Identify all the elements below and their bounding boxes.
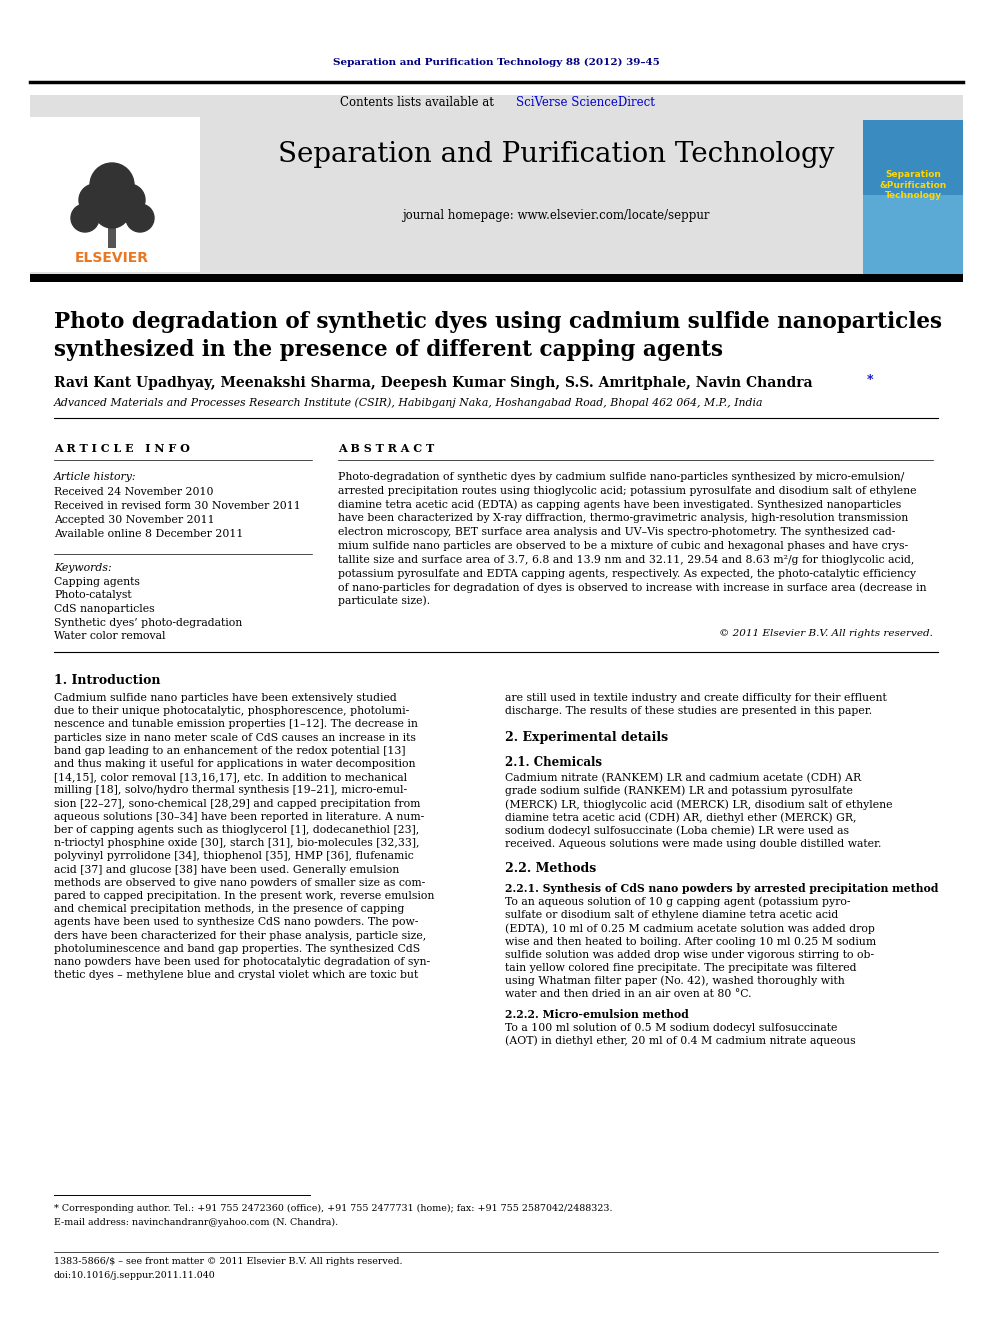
Text: discharge. The results of these studies are presented in this paper.: discharge. The results of these studies … [505,706,872,716]
Text: due to their unique photocatalytic, phosphorescence, photolumi-: due to their unique photocatalytic, phos… [54,706,410,716]
Text: milling [18], solvo/hydro thermal synthesis [19–21], micro-emul-: milling [18], solvo/hydro thermal synthe… [54,786,407,795]
Bar [108,220,116,247]
Text: methods are observed to give nano powders of smaller size as com-: methods are observed to give nano powder… [54,877,426,888]
Text: Cadmium nitrate (RANKEM) LR and cadmium acetate (CDH) AR: Cadmium nitrate (RANKEM) LR and cadmium … [505,773,861,783]
Text: 1. Introduction: 1. Introduction [54,673,161,687]
Bar [863,120,963,275]
Text: * Corresponding author. Tel.: +91 755 2472360 (office), +91 755 2477731 (home); : * Corresponding author. Tel.: +91 755 24… [54,1204,612,1213]
Text: Separation and Purification Technology: Separation and Purification Technology [278,142,834,168]
Text: Received 24 November 2010: Received 24 November 2010 [54,487,213,497]
Text: [14,15], color removal [13,16,17], etc. In addition to mechanical: [14,15], color removal [13,16,17], etc. … [54,773,407,782]
Circle shape [94,192,130,228]
Text: and chemical precipitation methods, in the presence of capping: and chemical precipitation methods, in t… [54,904,405,914]
Text: E-mail address: navinchandranr@yahoo.com (N. Chandra).: E-mail address: navinchandranr@yahoo.com… [54,1217,338,1226]
Text: water and then dried in an air oven at 80 °C.: water and then dried in an air oven at 8… [505,990,752,999]
Text: Photo-degradation of synthetic dyes by cadmium sulfide nano-particles synthesize: Photo-degradation of synthetic dyes by c… [338,472,905,482]
Circle shape [90,163,134,206]
Text: nano powders have been used for photocatalytic degradation of syn-: nano powders have been used for photocat… [54,957,431,967]
Text: Received in revised form 30 November 2011: Received in revised form 30 November 201… [54,501,301,511]
Circle shape [126,204,154,232]
Text: Water color removal: Water color removal [54,631,166,642]
Text: sodium dodecyl sulfosuccinate (Loba chemie) LR were used as: sodium dodecyl sulfosuccinate (Loba chem… [505,826,849,836]
Text: ders have been characterized for their phase analysis, particle size,: ders have been characterized for their p… [54,930,427,941]
Circle shape [113,184,145,216]
Text: particulate size).: particulate size). [338,595,431,606]
Text: doi:10.1016/j.seppur.2011.11.040: doi:10.1016/j.seppur.2011.11.040 [54,1271,215,1281]
Text: photoluminescence and band gap properties. The synthesized CdS: photoluminescence and band gap propertie… [54,943,421,954]
Text: sulfate or disodium salt of ethylene diamine tetra acetic acid: sulfate or disodium salt of ethylene dia… [505,910,838,921]
Text: particles size in nano meter scale of CdS causes an increase in its: particles size in nano meter scale of Cd… [54,733,416,742]
Text: n-trioctyl phosphine oxide [30], starch [31], bio-molecules [32,33],: n-trioctyl phosphine oxide [30], starch … [54,839,420,848]
Text: wise and then heated to boiling. After cooling 10 ml 0.25 M sodium: wise and then heated to boiling. After c… [505,937,876,946]
Text: Contents lists available at: Contents lists available at [340,95,498,108]
Text: electron microscopy, BET surface area analysis and UV–Vis spectro-photometry. Th: electron microscopy, BET surface area an… [338,527,896,537]
Text: Separation
&Purification
Technology: Separation &Purification Technology [879,171,946,200]
Text: pared to capped precipitation. In the present work, reverse emulsion: pared to capped precipitation. In the pr… [54,890,434,901]
Text: and thus making it useful for applications in water decomposition: and thus making it useful for applicatio… [54,759,416,769]
Text: Keywords:: Keywords: [54,564,112,573]
Text: Capping agents: Capping agents [54,577,140,587]
Text: diamine tetra acetic acid (CDH) AR, diethyl ether (MERCK) GR,: diamine tetra acetic acid (CDH) AR, diet… [505,812,856,823]
Text: To an aqueous solution of 10 g capping agent (potassium pyro-: To an aqueous solution of 10 g capping a… [505,897,850,908]
Text: 1383-5866/$ – see front matter © 2011 Elsevier B.V. All rights reserved.: 1383-5866/$ – see front matter © 2011 El… [54,1257,403,1266]
Text: tallite size and surface area of 3.7, 6.8 and 13.9 nm and 32.11, 29.54 and 8.63 : tallite size and surface area of 3.7, 6.… [338,554,915,565]
Text: 2.1. Chemicals: 2.1. Chemicals [505,755,602,769]
Text: ber of capping agents such as thioglycerol [1], dodecanethiol [23],: ber of capping agents such as thioglycer… [54,826,420,835]
Bar [30,274,963,282]
Bar [863,194,963,275]
Text: journal homepage: www.elsevier.com/locate/seppur: journal homepage: www.elsevier.com/locat… [402,209,709,221]
Text: Available online 8 December 2011: Available online 8 December 2011 [54,529,243,538]
Text: Accepted 30 November 2011: Accepted 30 November 2011 [54,515,214,525]
Text: sulfide solution was added drop wise under vigorous stirring to ob-: sulfide solution was added drop wise und… [505,950,874,959]
Text: band gap leading to an enhancement of the redox potential [13]: band gap leading to an enhancement of th… [54,746,406,755]
Text: aqueous solutions [30–34] have been reported in literature. A num-: aqueous solutions [30–34] have been repo… [54,812,425,822]
Text: agents have been used to synthesize CdS nano powders. The pow-: agents have been used to synthesize CdS … [54,917,419,927]
Text: nescence and tunable emission properties [1–12]. The decrease in: nescence and tunable emission properties… [54,720,418,729]
Text: grade sodium sulfide (RANKEM) LR and potassium pyrosulfate: grade sodium sulfide (RANKEM) LR and pot… [505,786,853,796]
Text: thetic dyes – methylene blue and crystal violet which are toxic but: thetic dyes – methylene blue and crystal… [54,970,419,980]
Text: (MERCK) LR, thioglycolic acid (MERCK) LR, disodium salt of ethylene: (MERCK) LR, thioglycolic acid (MERCK) LR… [505,799,893,810]
Text: potassium pyrosulfate and EDTA capping agents, respectively. As expected, the ph: potassium pyrosulfate and EDTA capping a… [338,569,916,578]
Text: Article history:: Article history: [54,472,137,482]
Text: © 2011 Elsevier B.V. All rights reserved.: © 2011 Elsevier B.V. All rights reserved… [719,630,933,639]
Text: acid [37] and glucose [38] have been used. Generally emulsion: acid [37] and glucose [38] have been use… [54,865,399,875]
Text: diamine tetra acetic acid (EDTA) as capping agents have been investigated. Synth: diamine tetra acetic acid (EDTA) as capp… [338,499,902,509]
Text: A R T I C L E   I N F O: A R T I C L E I N F O [54,442,189,454]
Text: Ravi Kant Upadhyay, Meenakshi Sharma, Deepesh Kumar Singh, S.S. Amritphale, Navi: Ravi Kant Upadhyay, Meenakshi Sharma, De… [54,376,817,390]
Circle shape [79,184,111,216]
Text: *: * [867,374,874,388]
Text: 2.2.2. Micro-emulsion method: 2.2.2. Micro-emulsion method [505,1008,688,1020]
Circle shape [71,204,99,232]
Text: 2.2. Methods: 2.2. Methods [505,861,596,875]
Text: SciVerse ScienceDirect: SciVerse ScienceDirect [516,95,655,108]
Text: Synthetic dyes’ photo-degradation: Synthetic dyes’ photo-degradation [54,618,242,627]
Text: tain yellow colored fine precipitate. The precipitate was filtered: tain yellow colored fine precipitate. Th… [505,963,856,972]
Text: sion [22–27], sono-chemical [28,29] and capped precipitation from: sion [22–27], sono-chemical [28,29] and … [54,799,421,808]
Bar [30,116,200,273]
Text: of nano-particles for degradation of dyes is observed to increase with increase : of nano-particles for degradation of dye… [338,582,927,593]
Text: synthesized in the presence of different capping agents: synthesized in the presence of different… [54,339,723,361]
Text: 2. Experimental details: 2. Experimental details [505,732,669,745]
Text: mium sulfide nano particles are observed to be a mixture of cubic and hexagonal : mium sulfide nano particles are observed… [338,541,908,550]
Text: Advanced Materials and Processes Research Institute (CSIR), Habibganj Naka, Hosh: Advanced Materials and Processes Researc… [54,398,764,409]
Text: CdS nanoparticles: CdS nanoparticles [54,605,155,614]
Text: A B S T R A C T: A B S T R A C T [338,442,434,454]
Text: ELSEVIER: ELSEVIER [75,251,149,265]
Text: arrested precipitation routes using thioglycolic acid; potassium pyrosulfate and: arrested precipitation routes using thio… [338,486,917,496]
Text: are still used in textile industry and create difficulty for their effluent: are still used in textile industry and c… [505,693,887,703]
Text: (AOT) in diethyl ether, 20 ml of 0.4 M cadmium nitrate aqueous: (AOT) in diethyl ether, 20 ml of 0.4 M c… [505,1036,856,1046]
Text: using Whatman filter paper (No. 42), washed thoroughly with: using Whatman filter paper (No. 42), was… [505,976,845,987]
Bar [30,95,963,275]
Text: have been characterized by X-ray diffraction, thermo-gravimetric analysis, high-: have been characterized by X-ray diffrac… [338,513,909,524]
Text: 2.2.1. Synthesis of CdS nano powders by arrested precipitation method: 2.2.1. Synthesis of CdS nano powders by … [505,882,938,893]
Text: polyvinyl pyrrolidone [34], thiophenol [35], HMP [36], flufenamic: polyvinyl pyrrolidone [34], thiophenol [… [54,852,414,861]
Text: (EDTA), 10 ml of 0.25 M cadmium acetate solution was added drop: (EDTA), 10 ml of 0.25 M cadmium acetate … [505,923,875,934]
Text: To a 100 ml solution of 0.5 M sodium dodecyl sulfosuccinate: To a 100 ml solution of 0.5 M sodium dod… [505,1023,837,1033]
Text: received. Aqueous solutions were made using double distilled water.: received. Aqueous solutions were made us… [505,839,881,849]
Text: Photo degradation of synthetic dyes using cadmium sulfide nanoparticles: Photo degradation of synthetic dyes usin… [54,311,942,333]
Text: Photo-catalyst: Photo-catalyst [54,590,132,601]
Text: Cadmium sulfide nano particles have been extensively studied: Cadmium sulfide nano particles have been… [54,693,397,703]
Text: Separation and Purification Technology 88 (2012) 39–45: Separation and Purification Technology 8… [332,57,660,66]
